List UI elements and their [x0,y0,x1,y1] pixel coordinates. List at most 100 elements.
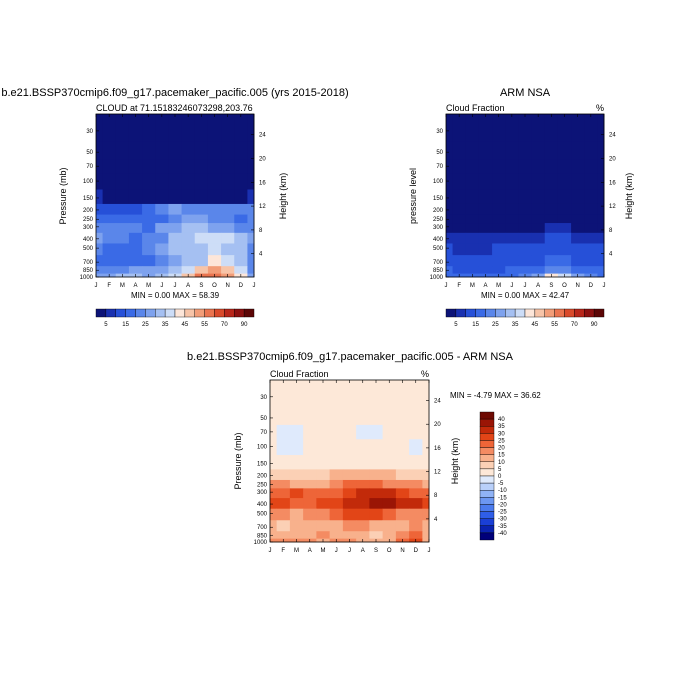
heatmap-cell [446,223,453,234]
legend-label: -35 [498,524,507,530]
heatmap-cell [395,407,410,426]
heatmap-cell [422,479,430,489]
panel-title: ARM NSA [500,87,551,99]
legend-swatch [479,511,495,519]
heatmap-cell [395,488,410,499]
heatmap-cell [329,455,344,470]
heatmap-cell [505,255,519,267]
heatmap-cell [446,141,453,160]
heatmap-cell [234,189,248,205]
heatmap-cell [465,173,480,190]
heatmap-cell [584,266,598,275]
heatmap-cell [557,189,572,205]
heatmap-cell [584,189,598,205]
heatmap-cell [329,424,344,440]
heatmap-cell [422,508,430,521]
heatmap-cell [478,214,493,224]
legend-swatch [455,308,466,318]
legend-swatch [479,411,495,420]
legend-swatch [479,433,495,441]
heatmap-cell [247,214,255,224]
heatmap-cell [316,498,331,510]
heatmap-cell [168,255,182,267]
heatmap-cell [544,203,559,215]
heatmap-cell [276,531,291,540]
heatmap-cell [531,266,546,275]
heatmap-cell [465,214,480,224]
heatmap-cell [584,203,598,215]
heatmap-cell [142,243,156,256]
x-tick-label: F [107,283,111,289]
heatmap-cell [155,255,169,267]
panel-subtitle: Cloud Fraction [446,103,505,113]
heatmap-cell [356,508,370,521]
heatmap-cell [221,223,235,234]
heatmap-cell [207,255,222,267]
heatmap-cell [571,114,585,142]
legend-label: 55 [551,322,558,328]
heatmap-cell [102,189,117,205]
heatmap-cell [492,189,506,205]
heatmap-cell [221,173,235,190]
heatmap-cell [276,488,291,499]
legend-swatch [479,418,495,427]
heatmap-cell [329,498,344,510]
color-legend: 5 15 25 35 45 55 70 90 [95,308,255,328]
legend-swatch [479,440,495,448]
heatmap-cell [207,203,222,215]
legend-swatch [475,308,486,318]
heatmap-cell [102,114,117,142]
heatmap-cell [329,520,344,532]
heatmap-cell [329,508,344,521]
heatmap-cells [96,114,255,278]
heatmap-cell [115,203,130,215]
y-tick-label: 1000 [80,275,94,281]
heatmap-cell [234,141,248,160]
heatmap-cell [289,380,304,408]
y-tick-label: 100 [257,445,268,451]
y-tick-label: 400 [257,502,268,508]
heatmap-cell [342,531,357,540]
heatmap-cell [584,214,598,224]
heatmap-cell [446,232,453,244]
legend-swatch [184,308,195,318]
x-tick-label: M [496,283,501,289]
heatmap-cell [356,380,370,408]
y-tick-label: 850 [257,533,268,539]
height-tick-label: 4 [434,517,438,523]
legend-swatch [479,497,495,505]
heatmap-cell [221,232,235,244]
heatmap-cell [96,159,103,175]
heatmap-cell [142,159,156,175]
heatmap-cell [207,266,222,275]
heatmap-cell [342,380,357,408]
heatmap-cell [492,232,506,244]
heatmap-cell [409,424,423,440]
heatmap-cell [329,531,344,540]
legend-swatch [164,308,176,318]
heatmap-cell [478,223,493,234]
heatmap-cell [409,469,423,481]
heatmap-cell [571,243,585,256]
legend-swatch [204,308,215,318]
heatmap-cell [395,424,410,440]
y-axis-label-right: Height (km) [450,438,460,485]
heatmap-cell [221,114,235,142]
y-tick-label: 50 [436,150,443,156]
heatmap-cell [181,214,196,224]
y-tick-label: 30 [436,129,443,135]
heatmap-cell [168,114,182,142]
heatmap-cell [276,469,291,481]
heatmap-cell [303,508,317,521]
legend-swatch [145,308,156,318]
y-tick-label: 300 [257,490,268,496]
heatmap-cells [270,380,430,543]
heatmap-cell [584,141,598,160]
legend-swatch [479,504,495,512]
heatmap-cell [571,173,585,190]
legend-label: 35 [512,322,519,328]
heatmap-cell [115,266,130,275]
heatmap-cell [115,214,130,224]
height-tick-label: 4 [259,252,263,258]
x-tick-label: D [414,548,419,554]
